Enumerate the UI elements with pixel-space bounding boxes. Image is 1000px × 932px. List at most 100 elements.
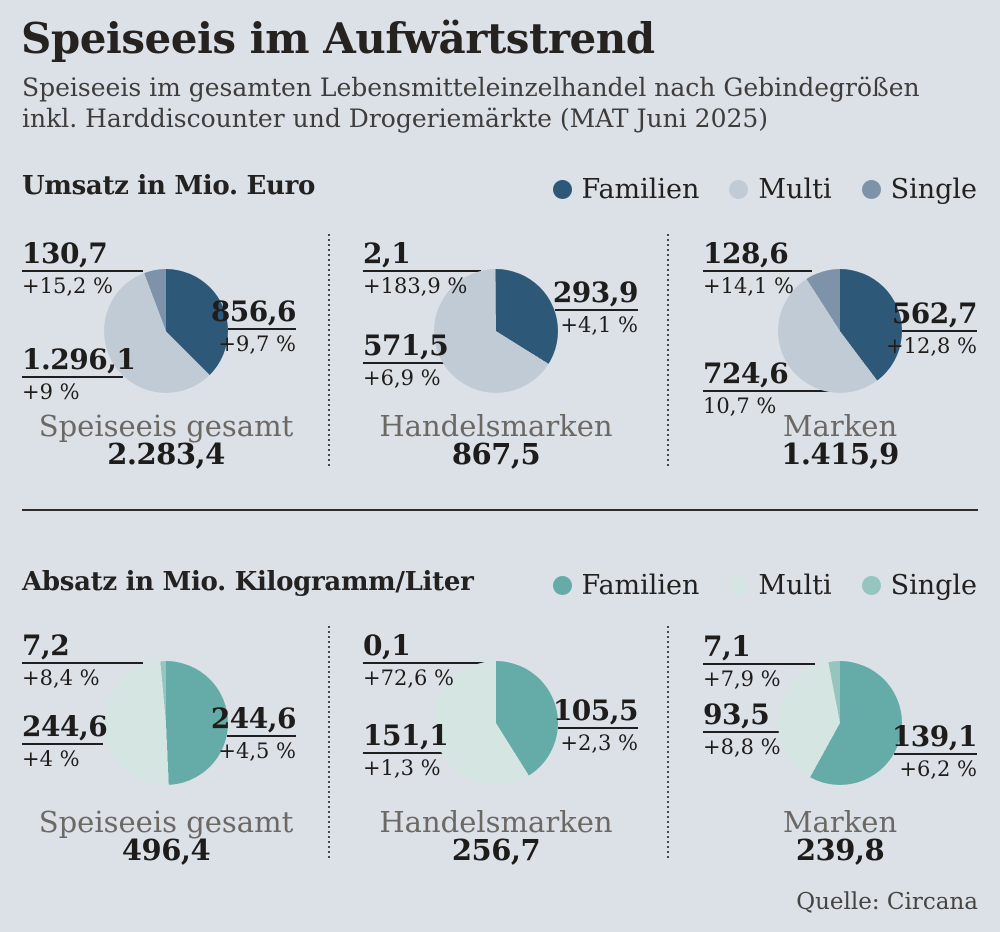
column-separator <box>328 626 330 859</box>
legend-item-single: Single <box>861 570 977 601</box>
callout-change: +9,7 % <box>218 332 296 356</box>
callout-value: 93,5 <box>703 698 770 731</box>
pie-total-value: 867,5 <box>451 437 541 471</box>
callout-value: 105,5 <box>552 694 639 727</box>
callout-value: 244,6 <box>22 710 108 743</box>
legend-label: Single <box>890 570 977 601</box>
pie-cell: 128,6 +14,1 % 562,7 +12,8 % 724,6 10,7 % Marke… <box>664 230 1000 480</box>
callout-change: +1,3 % <box>363 756 441 780</box>
legend-label: Multi <box>758 570 832 601</box>
multi-color-dot-icon <box>729 180 749 199</box>
callout-rule <box>894 753 977 755</box>
legend-item-multi: Multi <box>729 570 832 601</box>
single-color-dot-icon <box>861 576 881 595</box>
pie-category-label: Handelsmarken <box>379 805 613 839</box>
callout-change: +14,1 % <box>703 274 794 298</box>
section-title-umsatz: Umsatz in Mio. Euro <box>22 171 316 201</box>
pie-category-label: Marken <box>782 805 898 839</box>
callout-change: +7,9 % <box>703 667 781 691</box>
callout-value: 562,7 <box>891 297 978 330</box>
callout-value: 130,7 <box>22 237 108 270</box>
callout-rule <box>363 362 449 364</box>
callout-rule <box>703 663 815 665</box>
legend-label: Familien <box>581 174 700 205</box>
callout-rule <box>363 752 450 754</box>
callout-value: 293,9 <box>552 276 639 309</box>
legend-absatz: Familien Multi Single <box>552 570 977 601</box>
section-divider <box>22 509 978 511</box>
legend-label: Familien <box>581 570 700 601</box>
callout-change: +8,4 % <box>22 666 100 690</box>
legend-umsatz: Familien Multi Single <box>552 174 977 205</box>
legend-item-single: Single <box>861 174 977 205</box>
callout-rule <box>227 735 296 737</box>
pie-cell: 130,7 +15,2 % 856,6 +9,7 % 1.296,1 +9 % Speise… <box>0 230 336 480</box>
callout-value: 0,1 <box>363 629 411 662</box>
callout-rule <box>703 731 783 733</box>
pie-total-value: 2.283,4 <box>107 437 225 471</box>
pie-chart <box>434 269 558 393</box>
pie-cell: 7,2 +8,4 % 244,6 +4,5 % 244,6 +4 % Speiseeis g… <box>0 622 336 872</box>
callout-value: 7,2 <box>22 629 70 662</box>
legend-item-familien: Familien <box>552 570 700 601</box>
pie-total-value: 256,7 <box>451 833 541 867</box>
pie-cell: 7,1 +7,9 % 139,1 +6,2 % 93,5 +8,8 % Marken 239,… <box>664 622 1000 872</box>
callout-value: 139,1 <box>891 720 978 753</box>
legend-label: Multi <box>758 174 832 205</box>
pie-total-value: 496,4 <box>121 833 211 867</box>
pie-category-label: Speiseeis gesamt <box>38 805 294 839</box>
pie-chart <box>434 661 558 785</box>
page-subtitle: Speiseeis im gesamten Lebensmitteleinzel… <box>22 72 920 134</box>
subtitle-line-1: Speiseeis im gesamten Lebensmitteleinzel… <box>22 73 920 102</box>
callout-rule <box>22 376 123 378</box>
section-title-absatz: Absatz in Mio. Kilogramm/Liter <box>22 567 474 597</box>
callout-change: +12,8 % <box>886 334 977 358</box>
pie-category-label: Marken <box>782 409 898 443</box>
multi-color-dot-icon <box>729 576 749 595</box>
legend-label: Single <box>890 174 977 205</box>
callout-rule <box>363 662 484 664</box>
callout-value: 1.296,1 <box>22 343 136 376</box>
column-separator <box>328 234 330 467</box>
callout-value: 151,1 <box>363 719 449 752</box>
callout-change: +72,6 % <box>363 666 454 690</box>
pie-chart <box>104 269 228 393</box>
section-absatz: 7,2 +8,4 % 244,6 +4,5 % 244,6 +4 % Speiseeis g… <box>0 622 1000 872</box>
callout-change: +6,9 % <box>363 366 441 390</box>
column-separator <box>667 626 669 859</box>
pie-cell: 2,1 +183,9 % 293,9 +4,1 % 571,5 +6,9 % Handels… <box>331 230 667 480</box>
pie-chart <box>778 661 902 785</box>
subtitle-line-2: inkl. Harddiscounter und Drogeriemärkte … <box>22 104 769 133</box>
callout-rule <box>228 328 296 330</box>
callout-rule <box>22 743 103 745</box>
pie-category-label: Speiseeis gesamt <box>38 409 294 443</box>
legend-item-familien: Familien <box>552 174 700 205</box>
familien-color-dot-icon <box>552 180 572 199</box>
pie-category-label: Handelsmarken <box>379 409 613 443</box>
pie-total-value: 239,8 <box>795 833 885 867</box>
callout-rule <box>703 270 812 272</box>
legend-item-multi: Multi <box>729 174 832 205</box>
callout-change: +9 % <box>22 380 80 404</box>
callout-value: 7,1 <box>703 630 751 663</box>
callout-value: 856,6 <box>210 295 297 328</box>
column-separator <box>667 234 669 467</box>
callout-change: 10,7 % <box>703 394 777 418</box>
familien-color-dot-icon <box>552 576 572 595</box>
callout-change: +15,2 % <box>22 274 113 298</box>
callout-rule <box>558 727 638 729</box>
callout-rule <box>363 270 481 272</box>
callout-rule <box>22 270 143 272</box>
single-color-dot-icon <box>861 180 881 199</box>
callout-change: +4,5 % <box>218 739 296 763</box>
callout-rule <box>555 309 638 311</box>
callout-value: 724,6 <box>703 357 789 390</box>
callout-change: +2,3 % <box>560 731 638 755</box>
pie-chart <box>778 269 902 393</box>
pie-cell: 0,1 +72,6 % 105,5 +2,3 % 151,1 +1,3 % Handelsm… <box>331 622 667 872</box>
callout-value: 2,1 <box>363 237 411 270</box>
pie-chart <box>104 661 228 785</box>
callout-rule <box>902 330 977 332</box>
source-credit: Quelle: Circana <box>796 889 978 915</box>
